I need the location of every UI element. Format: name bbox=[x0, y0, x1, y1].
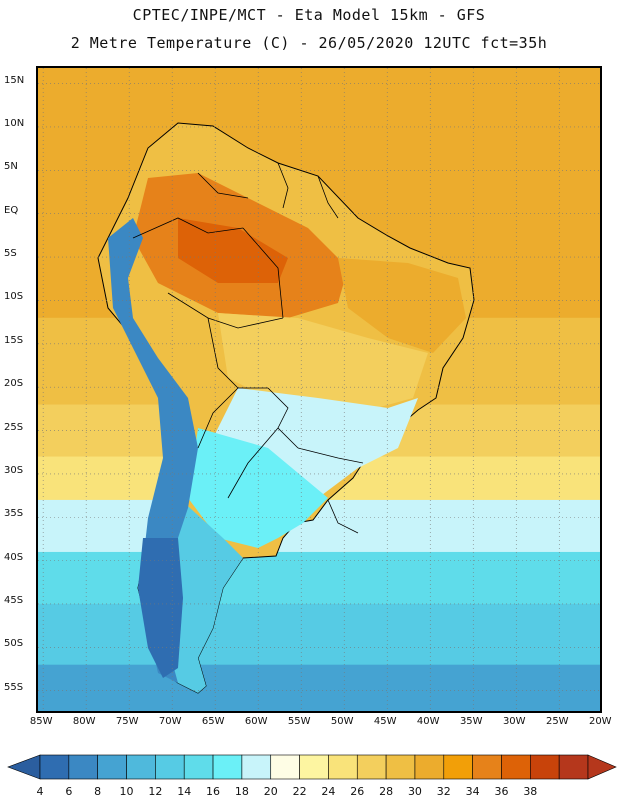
colorbar-label: 4 bbox=[36, 785, 44, 798]
lat-label: 30S bbox=[4, 464, 24, 476]
map-panel bbox=[36, 66, 602, 713]
country-borders bbox=[132, 162, 364, 534]
colorbar-swatch-14 bbox=[443, 754, 473, 780]
lat-label: 55S bbox=[4, 681, 24, 693]
colorbar-swatch-11 bbox=[356, 754, 387, 780]
colorbar-label: 18 bbox=[234, 785, 249, 798]
colorbar-label: 26 bbox=[350, 785, 365, 798]
lon-label: 65W bbox=[201, 716, 225, 727]
colorbar-swatch-17 bbox=[530, 754, 560, 780]
lon-label: 75W bbox=[115, 716, 139, 727]
colorbar-swatch-18 bbox=[558, 754, 589, 780]
temperature-map bbox=[38, 68, 600, 711]
lat-label: 10N bbox=[4, 117, 25, 129]
colorbar-swatch-2 bbox=[97, 754, 127, 780]
amazon-core-region bbox=[178, 218, 288, 283]
colorbar-label: 32 bbox=[436, 785, 451, 798]
land-temperature-field bbox=[97, 122, 475, 694]
lon-label: 40W bbox=[416, 716, 440, 727]
colorbar-swatch-6 bbox=[212, 754, 243, 780]
colorbar-label: 8 bbox=[94, 785, 102, 798]
colorbar-swatch-16 bbox=[501, 754, 531, 780]
lon-label: 35W bbox=[459, 716, 483, 727]
colorbar-label: 30 bbox=[407, 785, 422, 798]
colorbar-label: 16 bbox=[206, 785, 221, 798]
lat-label: 20S bbox=[4, 378, 24, 390]
colorbar-swatch-9 bbox=[299, 754, 329, 780]
colorbar-swatch-15 bbox=[472, 754, 502, 780]
ocean-band-7 bbox=[38, 603, 600, 666]
lat-label: 40S bbox=[4, 551, 24, 563]
colorbar-label: 38 bbox=[523, 785, 538, 798]
lon-label: 70W bbox=[158, 716, 182, 727]
northeast-brazil-region bbox=[338, 258, 466, 353]
lat-label: EQ bbox=[4, 204, 19, 216]
colorbar-label: 14 bbox=[177, 785, 192, 798]
lat-label: 50S bbox=[4, 638, 24, 650]
colorbar-low-arrow bbox=[7, 754, 41, 780]
colorbar-swatch-5 bbox=[183, 754, 214, 780]
lon-label: 30W bbox=[502, 716, 526, 727]
southern-andes-region bbox=[138, 538, 183, 678]
lat-label: 25S bbox=[4, 421, 24, 433]
lat-label: 15N bbox=[4, 74, 25, 86]
colorbar-swatch-0 bbox=[39, 754, 70, 780]
lon-label: 50W bbox=[330, 716, 354, 727]
central-brazil-region bbox=[218, 313, 428, 413]
lon-label: 45W bbox=[373, 716, 397, 727]
colorbar-swatch-13 bbox=[414, 754, 445, 780]
lat-label: 15S bbox=[4, 334, 24, 346]
andes-cold-strip bbox=[108, 218, 198, 683]
lon-label: 55W bbox=[287, 716, 311, 727]
colorbar-swatch-1 bbox=[68, 754, 98, 780]
colorbar-label: 20 bbox=[263, 785, 278, 798]
colorbar-label: 12 bbox=[148, 785, 163, 798]
color-scale-bar bbox=[7, 754, 617, 780]
lat-label: 10S bbox=[4, 291, 24, 303]
chart-title: CPTEC/INPE/MCT - Eta Model 15km - GFS bbox=[132, 6, 486, 24]
colorbar-label: 24 bbox=[321, 785, 336, 798]
colorbar-swatch-7 bbox=[241, 754, 272, 780]
colorbar-swatch-4 bbox=[155, 754, 185, 780]
colorbar-swatch-10 bbox=[328, 754, 358, 780]
lon-label: 80W bbox=[72, 716, 96, 727]
colorbar-high-arrow bbox=[587, 754, 617, 780]
colorbar-label: 6 bbox=[65, 785, 73, 798]
colorbar-label: 22 bbox=[292, 785, 307, 798]
colorbar-label: 28 bbox=[379, 785, 394, 798]
colorbar-swatch-3 bbox=[126, 754, 156, 780]
ocean-band-8 bbox=[38, 664, 600, 711]
lat-label: 35S bbox=[4, 508, 24, 520]
lon-label: 25W bbox=[545, 716, 569, 727]
lon-label: 85W bbox=[29, 716, 53, 727]
lat-label: 45S bbox=[4, 594, 24, 606]
lon-label: 20W bbox=[588, 716, 612, 727]
colorbar-swatch-8 bbox=[270, 754, 300, 780]
colorbar-swatch-12 bbox=[385, 754, 416, 780]
lat-label: 5N bbox=[4, 161, 18, 173]
chart-subtitle: 2 Metre Temperature (C) - 26/05/2020 12U… bbox=[70, 34, 548, 52]
colorbar-label: 34 bbox=[465, 785, 480, 798]
lon-label: 60W bbox=[244, 716, 268, 727]
ocean-band-0 bbox=[38, 68, 600, 172]
ocean-band-6 bbox=[38, 551, 600, 605]
colorbar-label: 36 bbox=[494, 785, 509, 798]
colorbar-label: 10 bbox=[119, 785, 134, 798]
lat-label: 5S bbox=[4, 248, 17, 260]
